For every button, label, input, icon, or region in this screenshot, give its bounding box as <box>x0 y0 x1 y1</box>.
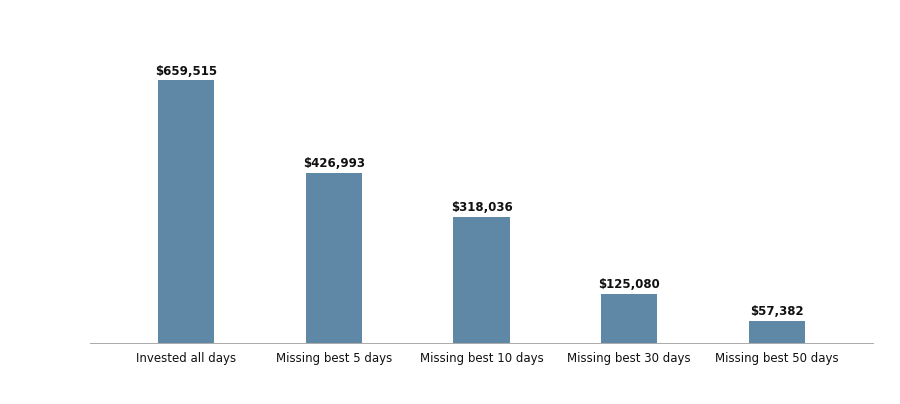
Bar <box>749 320 805 343</box>
Text: $426,993: $426,993 <box>302 157 365 170</box>
Text: $57,382: $57,382 <box>751 305 804 318</box>
Bar <box>158 80 214 343</box>
Bar <box>454 217 509 343</box>
Text: $659,515: $659,515 <box>155 65 217 78</box>
Bar <box>306 173 362 343</box>
Bar <box>601 294 657 343</box>
Text: $125,080: $125,080 <box>598 278 660 291</box>
Text: $318,036: $318,036 <box>451 201 512 214</box>
